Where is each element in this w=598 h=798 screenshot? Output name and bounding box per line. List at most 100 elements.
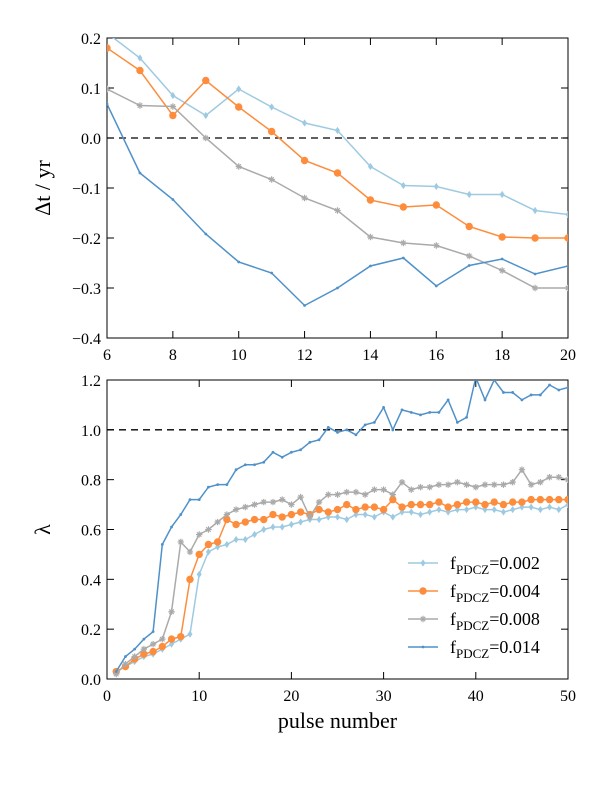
data-point <box>235 103 243 111</box>
data-point <box>391 428 395 432</box>
data-point <box>186 548 194 556</box>
data-point <box>170 525 173 529</box>
data-point <box>353 510 359 519</box>
data-point <box>416 500 425 509</box>
data-point <box>536 495 545 504</box>
data-point <box>564 284 568 292</box>
data-point <box>400 181 406 190</box>
plot-area <box>107 38 568 307</box>
data-point <box>371 486 378 493</box>
data-point <box>186 575 194 584</box>
data-point <box>336 430 339 434</box>
data-point <box>271 450 275 454</box>
data-point <box>167 635 176 643</box>
data-point <box>371 513 377 521</box>
data-point <box>261 525 267 534</box>
data-point <box>548 383 551 387</box>
data-point <box>465 222 473 231</box>
y-axis-label: λ <box>30 524 55 535</box>
x-tick-label: 14 <box>362 347 378 364</box>
data-point <box>205 526 212 533</box>
data-point <box>171 198 175 201</box>
data-point <box>301 194 308 202</box>
data-point <box>435 481 443 488</box>
x-tick-label: 6 <box>103 347 111 364</box>
data-point <box>179 513 183 516</box>
legend-label-2: fPDCZ=0.008 <box>450 609 540 633</box>
data-point <box>537 505 543 514</box>
data-point <box>367 233 374 241</box>
data-point <box>466 252 473 260</box>
data-point <box>426 500 434 509</box>
data-point <box>131 653 138 660</box>
data-point <box>372 420 376 424</box>
data-point <box>136 66 144 75</box>
data-point <box>325 513 331 521</box>
plot-frame <box>106 37 569 339</box>
data-point <box>566 386 568 389</box>
bottom-panel-lambda: 0 10 20 30 40 50 0.0 0.2 0.4 0.6 0.8 1.0 1.2 λ pulse n… <box>30 373 576 733</box>
data-point <box>508 498 517 506</box>
plot-area <box>112 376 568 678</box>
data-point <box>113 670 120 678</box>
data-point <box>290 450 293 454</box>
data-point <box>533 272 537 276</box>
data-point <box>400 239 407 247</box>
data-point <box>502 391 505 394</box>
data-point <box>287 510 296 519</box>
data-point <box>280 455 284 459</box>
data-point <box>288 501 295 508</box>
data-point <box>511 391 515 394</box>
data-point <box>463 481 470 488</box>
data-point <box>538 393 542 397</box>
data-point <box>455 420 459 424</box>
data-point <box>299 448 303 452</box>
data-point <box>520 398 524 402</box>
data-point <box>333 169 342 177</box>
data-point <box>296 508 305 516</box>
data-point <box>398 503 406 511</box>
data-point <box>298 518 304 526</box>
data-point <box>363 423 367 427</box>
data-point <box>369 264 372 268</box>
data-point <box>436 505 442 514</box>
y-tick-label: 0.0 <box>81 131 101 148</box>
data-point <box>499 190 505 199</box>
data-point <box>253 463 256 467</box>
data-point <box>170 91 176 100</box>
data-point <box>278 496 286 503</box>
data-point <box>433 242 440 249</box>
data-point <box>214 518 221 526</box>
data-point <box>207 485 210 489</box>
y-tick-label: 0.2 <box>81 31 101 48</box>
data-point <box>545 495 554 504</box>
data-point <box>202 76 210 85</box>
data-point <box>433 182 439 191</box>
data-point <box>317 438 321 442</box>
data-point <box>223 511 231 518</box>
data-point <box>499 500 508 509</box>
data-point <box>474 376 477 379</box>
data-point <box>454 478 461 486</box>
data-point <box>408 486 415 493</box>
y-axis-label: Δt / yr <box>30 159 55 215</box>
data-point <box>270 271 274 275</box>
data-point <box>197 498 201 501</box>
data-point <box>437 410 441 414</box>
x-tick-label: 40 <box>468 688 484 705</box>
data-point <box>500 508 506 516</box>
series-line-3 <box>115 380 568 672</box>
data-point <box>432 201 440 209</box>
data-point <box>382 406 385 409</box>
data-point <box>302 119 308 127</box>
data-point <box>498 267 506 274</box>
data-point <box>564 234 568 242</box>
data-point <box>306 513 314 521</box>
data-point <box>481 500 489 509</box>
data-point <box>136 102 144 109</box>
data-point <box>427 508 433 516</box>
data-point <box>270 523 276 531</box>
data-point <box>140 645 148 653</box>
x-tick-label: 8 <box>169 347 177 364</box>
data-point <box>260 498 267 506</box>
